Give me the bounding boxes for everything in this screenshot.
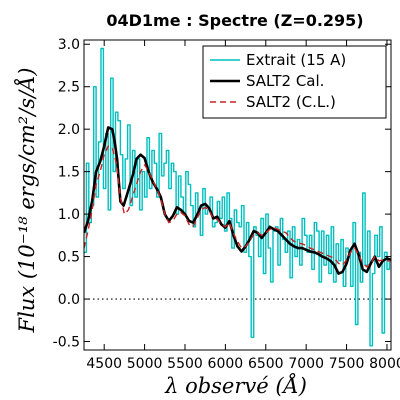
y-tick-label: 3.0 [58, 37, 80, 53]
x-tick-label: 7000 [288, 356, 324, 372]
legend-label-2: SALT2 (C.L.) [246, 93, 336, 111]
series-line-0 [84, 47, 391, 347]
y-axis-label: Flux (10⁻¹⁸ ergs/cm²/s/Å) [14, 68, 39, 334]
y-tick-label: -0.5 [53, 335, 80, 351]
x-tick-label: 5000 [127, 356, 163, 372]
legend-label-1: SALT2 Cal. [246, 72, 324, 90]
y-tick-label: 2.0 [58, 122, 80, 138]
y-tick-label: 1.0 [58, 207, 80, 223]
x-tick-label: 6500 [248, 356, 284, 372]
plot-frame [83, 39, 392, 351]
y-tick-label: 0.5 [58, 250, 80, 266]
x-axis-label: λ observé (Å) [164, 373, 307, 398]
y-tick-label: 2.5 [58, 80, 80, 96]
x-tick-label: 8000 [369, 356, 400, 372]
x-tick-label: 4500 [86, 356, 122, 372]
legend-label-0: Extrait (15 A) [246, 51, 346, 69]
chart-title: 04D1me : Spectre (Z=0.295) [106, 11, 363, 30]
plot-area [84, 47, 391, 347]
series-line-2 [84, 145, 391, 268]
x-tick-label: 6000 [208, 356, 244, 372]
legend: Extrait (15 A) SALT2 Cal. SALT2 (C.L.) [202, 45, 387, 119]
x-tick-label: 7500 [329, 356, 365, 372]
y-tick-label: 0.0 [58, 292, 80, 308]
y-tick-label: 1.5 [58, 165, 80, 181]
x-tick-label: 5500 [167, 356, 203, 372]
plot-clip-group [84, 47, 391, 347]
